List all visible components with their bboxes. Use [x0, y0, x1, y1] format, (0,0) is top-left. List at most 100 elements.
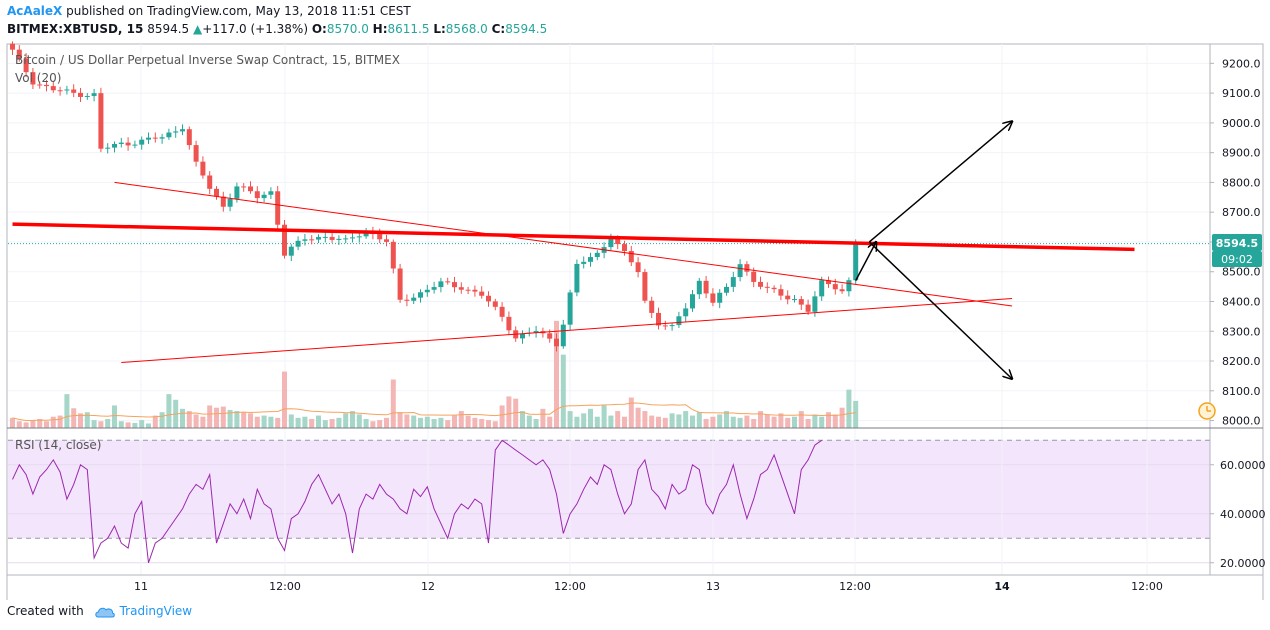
volume-bar [390, 379, 396, 428]
volume-bar [479, 418, 485, 428]
candle-body [724, 286, 729, 293]
volume-bar [309, 418, 315, 428]
candle-body [71, 89, 77, 93]
time-tick-label: 12:00 [269, 580, 301, 593]
price-axis[interactable]: 9200.09100.09000.08900.08800.08700.08600… [1210, 57, 1261, 428]
volume-bar [16, 421, 22, 428]
volume-bar [662, 417, 668, 428]
rsi-tick-label: 60.0000 [1220, 459, 1266, 472]
candle-body [533, 331, 539, 333]
rsi-band [8, 440, 1210, 539]
projection-arrow[interactable] [868, 241, 1012, 379]
candle-body [710, 293, 716, 303]
author-link[interactable]: AcAaleX [7, 4, 63, 18]
candle-body [254, 191, 260, 199]
ohlc-line: BITMEX:XBTUSD, 15 8594.5 ▲+117.0 (+1.38%… [7, 22, 547, 36]
volume-bar [594, 416, 600, 428]
candle-body [350, 237, 355, 239]
time-tick-label: 12:00 [1131, 580, 1163, 593]
candle-body [479, 291, 485, 296]
price-tick-label: 8500.0 [1222, 266, 1261, 279]
volume-bar [132, 422, 138, 428]
publish-info: AcAaleX published on TradingView.com, Ma… [7, 4, 411, 18]
volume-bar [343, 413, 349, 428]
candle-body [227, 198, 233, 207]
volume-bar [758, 411, 763, 428]
candle-body [152, 137, 158, 139]
volume-bar [669, 413, 675, 428]
candle-body [329, 236, 335, 240]
volume-bar [295, 417, 301, 428]
candle-body [343, 238, 349, 240]
volume-bar [608, 415, 614, 428]
candle-body [23, 58, 29, 73]
projection-arrow[interactable] [868, 121, 1012, 243]
alarm-clock-icon[interactable] [1198, 402, 1216, 420]
candle-body [214, 188, 219, 197]
last-price: 8594.5 [147, 22, 190, 36]
volume-bar [431, 418, 437, 428]
price-tick-label: 9200.0 [1222, 57, 1261, 70]
candle-body [377, 234, 383, 240]
projection-arrow[interactable] [855, 242, 876, 282]
rsi-legend: RSI (14, close) [15, 438, 101, 452]
candle-body [200, 161, 206, 176]
candle-body [166, 132, 172, 138]
volume-bar [363, 418, 369, 428]
volume-bar [683, 411, 689, 428]
candle-body [336, 238, 342, 240]
candle-body [662, 325, 668, 327]
tradingview-link[interactable]: TradingView [119, 604, 193, 618]
last-price-badge-text: 8594.5 [1216, 237, 1258, 250]
volume-bar [506, 396, 512, 428]
price-tick-label: 8300.0 [1222, 325, 1261, 338]
volume-bar [146, 423, 151, 428]
volume-bar [798, 411, 804, 428]
volume-bar [98, 421, 104, 428]
candle-body [608, 239, 614, 248]
trendline-horizontal-resistance[interactable] [12, 222, 1135, 252]
tradingview-cloud-icon [94, 607, 115, 617]
volume-bar [248, 413, 253, 428]
volume-bar [329, 418, 335, 428]
candle-body [220, 196, 226, 207]
candle-body [105, 147, 111, 149]
volume-bar [771, 416, 777, 428]
volume-bar [642, 411, 648, 428]
candle-body [309, 239, 315, 241]
open-value: 8570.0 [326, 22, 369, 36]
chart-canvas[interactable]: 9200.09100.09000.08900.08800.08700.08600… [0, 40, 1270, 600]
candle-body [764, 286, 770, 288]
volume-bar [513, 398, 519, 428]
candle-body [356, 236, 362, 238]
price-tick-label: 8400.0 [1222, 295, 1261, 308]
volume-bar [499, 405, 505, 428]
time-axis[interactable]: 11 12:00 12 12:00 13 12:00 14 12:00 [134, 580, 1163, 593]
volume-bar [78, 413, 83, 428]
candle-body [826, 280, 831, 285]
volume-bar [23, 422, 29, 428]
candle-body [703, 280, 709, 294]
price-tick-label: 8200.0 [1222, 355, 1261, 368]
volume-bar [764, 414, 770, 428]
candle-body [248, 186, 253, 192]
volume-bar [730, 416, 736, 428]
candle-body [472, 289, 478, 292]
candle-body [656, 312, 661, 326]
candle-body [418, 292, 423, 298]
volume-bar [690, 415, 695, 428]
volume-bar [649, 415, 655, 428]
volume-bar [751, 418, 757, 428]
candle-body [520, 333, 525, 339]
trendline-ascending-line[interactable] [121, 298, 1013, 364]
price-tick-label: 9100.0 [1222, 87, 1261, 100]
candle-body [118, 142, 124, 145]
volume-bar [384, 417, 389, 428]
candle-body [458, 287, 464, 290]
volume-bar [30, 420, 36, 428]
trendline-descending-line[interactable] [114, 181, 1013, 307]
candle-body [730, 277, 736, 287]
drawing-overlays [12, 121, 1135, 379]
price-tick-label: 8100.0 [1222, 385, 1261, 398]
volume-bar [853, 400, 859, 428]
